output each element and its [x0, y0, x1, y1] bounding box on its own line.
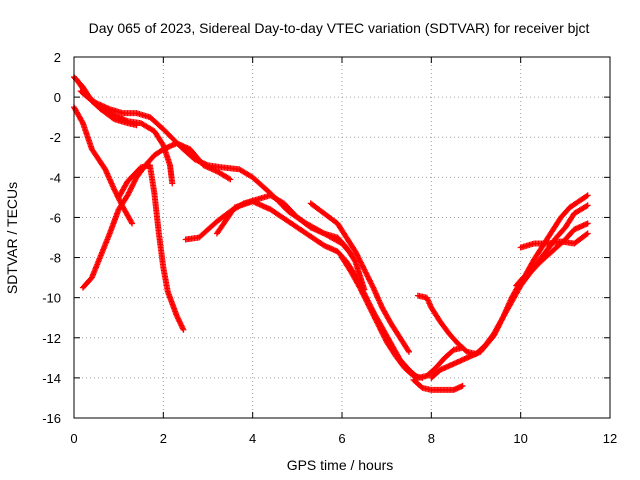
data-point	[584, 230, 591, 237]
series-arc-11	[410, 376, 466, 393]
axis-ticks	[73, 56, 611, 419]
y-tick-label: -10	[42, 291, 61, 306]
x-tick-label: 2	[160, 431, 167, 446]
grid-lines	[74, 57, 610, 418]
x-tick-label: 10	[513, 431, 527, 446]
x-tick-label: 4	[249, 431, 256, 446]
series-arc-13	[428, 202, 591, 381]
data-point	[169, 180, 176, 187]
data-point	[584, 220, 591, 227]
y-tick-label: -6	[49, 210, 61, 225]
data-point	[419, 374, 426, 381]
data-point	[225, 175, 232, 182]
data-point	[583, 193, 590, 200]
data-point	[159, 140, 166, 147]
series-arc-7	[182, 192, 368, 293]
chart-title: Day 065 of 2023, Sidereal Day-to-day VTE…	[89, 20, 590, 36]
x-tick-label: 12	[603, 431, 617, 446]
y-tick-label: -16	[42, 411, 61, 426]
data-point	[180, 326, 187, 333]
data-point	[128, 219, 135, 226]
data-point	[583, 231, 590, 238]
y-tick-labels: -16 -14 -12 -10 -8 -6 -4 -2 0 2	[42, 50, 61, 426]
data-point	[79, 118, 86, 125]
x-tick-label: 8	[428, 431, 435, 446]
y-tick-label: -2	[49, 130, 61, 145]
data-point	[227, 176, 234, 183]
data-points	[71, 74, 591, 393]
x-tick-label: 0	[70, 431, 77, 446]
y-tick-label: 0	[54, 90, 61, 105]
data-point	[405, 347, 412, 354]
y-tick-label: -4	[49, 170, 61, 185]
data-point	[583, 203, 590, 210]
y-tick-label: -8	[49, 251, 61, 266]
y-axis-label: SDTVAR / TECUs	[4, 182, 20, 294]
series-arc-4	[71, 74, 176, 187]
x-tick-labels: 0 2 4 6 8 10 12	[70, 431, 617, 446]
y-tick-label: 2	[54, 50, 61, 65]
data-point	[584, 192, 591, 199]
x-axis-label: GPS time / hours	[287, 457, 394, 473]
series-arc-6	[115, 162, 187, 333]
series-arc-9	[307, 200, 412, 355]
data-point	[129, 220, 136, 227]
y-tick-label: -12	[42, 331, 61, 346]
data-point	[459, 382, 466, 389]
series-arc-14	[513, 192, 591, 289]
series-arc-10	[339, 254, 426, 381]
x-tick-label: 6	[338, 431, 345, 446]
data-point	[406, 348, 412, 355]
data-point	[584, 202, 591, 209]
series-arc-15	[517, 230, 591, 251]
y-tick-label: -14	[42, 371, 61, 386]
